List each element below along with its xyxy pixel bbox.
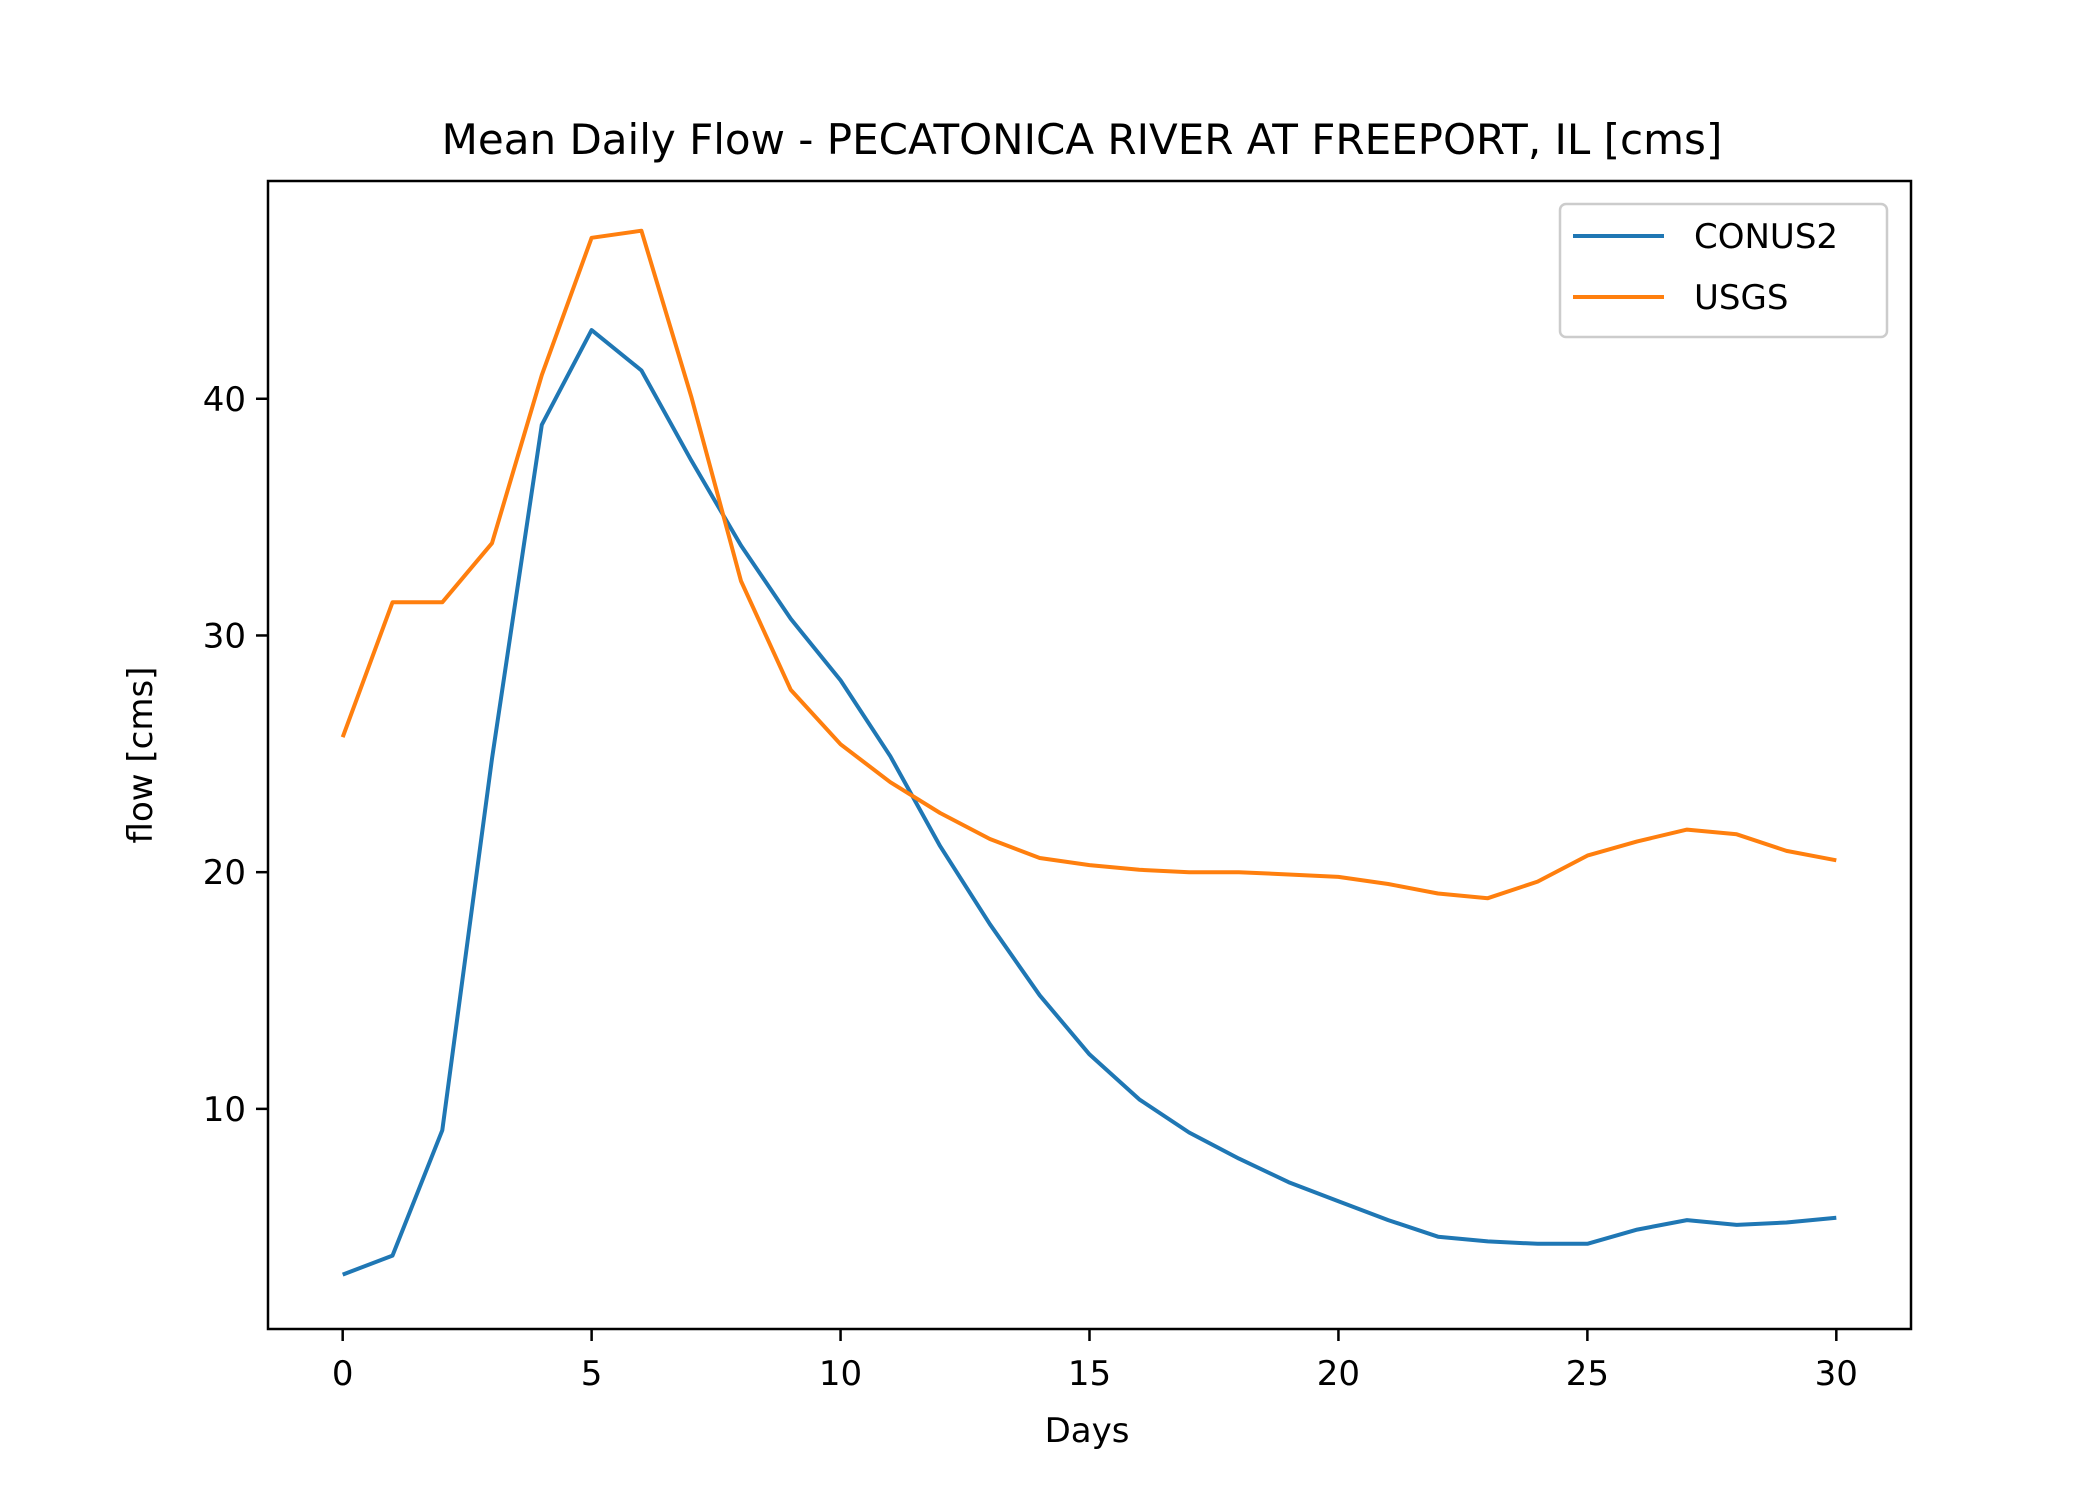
data-point-usgs: [691, 396, 692, 397]
data-point-usgs: [1537, 881, 1538, 882]
data-point-usgs: [492, 543, 493, 544]
data-point-conus2: [1487, 1241, 1488, 1242]
data-point-usgs: [940, 813, 941, 814]
series-line-conus2: [341, 328, 1837, 1277]
x-tick-label: 20: [1317, 1354, 1360, 1394]
data-point-usgs: [1039, 858, 1040, 859]
x-tick-label: 30: [1815, 1354, 1858, 1394]
data-point-usgs: [541, 375, 542, 376]
y-tick-label: 20: [203, 853, 246, 893]
data-point-conus2: [989, 924, 990, 925]
data-point-conus2: [1836, 1217, 1837, 1218]
data-point-conus2: [1687, 1220, 1688, 1221]
data-point-conus2: [492, 758, 493, 759]
data-point-usgs: [1587, 855, 1588, 856]
data-point-conus2: [541, 424, 542, 425]
x-tick-label: 15: [1068, 1354, 1111, 1394]
data-point-usgs: [1487, 898, 1488, 899]
data-point-usgs: [1238, 872, 1239, 873]
y-tick-label: 30: [203, 616, 246, 656]
data-point-conus2: [1537, 1243, 1538, 1244]
data-point-conus2: [1039, 995, 1040, 996]
data-point-conus2: [840, 680, 841, 681]
data-point-conus2: [591, 330, 592, 331]
data-point-usgs: [989, 839, 990, 840]
chart-title: Mean Daily Flow - PECATONICA RIVER AT FR…: [442, 115, 1723, 164]
data-point-conus2: [342, 1274, 343, 1275]
series-line-usgs: [340, 228, 1837, 901]
y-axis-ticks: 10 20 30 40: [203, 380, 268, 1130]
data-point-conus2: [1587, 1243, 1588, 1244]
data-point-conus2: [1189, 1132, 1190, 1133]
data-point-usgs: [1288, 874, 1289, 875]
data-point-usgs: [1438, 893, 1439, 894]
plot-area-frame: [266, 179, 1913, 1331]
data-point-conus2: [1089, 1054, 1090, 1055]
data-point-conus2: [1438, 1236, 1439, 1237]
data-point-usgs: [1637, 841, 1638, 842]
data-point-usgs: [741, 581, 742, 582]
data-point-conus2: [1637, 1229, 1638, 1230]
data-point-conus2: [1786, 1222, 1787, 1223]
data-point-usgs: [1089, 865, 1090, 866]
data-point-usgs: [1139, 869, 1140, 870]
data-point-conus2: [442, 1130, 443, 1131]
data-point-usgs: [1338, 876, 1339, 877]
data-point-usgs: [840, 744, 841, 745]
x-axis-label: Days: [1045, 1411, 1130, 1451]
data-point-conus2: [940, 846, 941, 847]
y-tick-label: 10: [203, 1090, 246, 1130]
data-point-conus2: [1238, 1158, 1239, 1159]
data-point-conus2: [1338, 1201, 1339, 1202]
data-point-conus2: [1736, 1224, 1737, 1225]
data-point-usgs: [641, 230, 642, 231]
series-layer: [340, 228, 1837, 1277]
legend-label-conus2: CONUS2: [1694, 217, 1838, 257]
y-axis-label: flow [cms]: [121, 667, 161, 844]
data-point-usgs: [1388, 884, 1389, 885]
data-point-usgs: [1189, 872, 1190, 873]
data-point-usgs: [1786, 850, 1787, 851]
y-tick-label: 40: [203, 380, 246, 420]
x-tick-label: 0: [332, 1354, 354, 1394]
x-tick-label: 10: [819, 1354, 862, 1394]
data-point-usgs: [442, 602, 443, 603]
legend: CONUS2 USGS: [1558, 202, 1889, 339]
x-tick-label: 5: [581, 1354, 603, 1394]
data-point-conus2: [1139, 1099, 1140, 1100]
data-point-usgs: [591, 237, 592, 238]
data-point-usgs: [890, 782, 891, 783]
data-point-conus2: [691, 460, 692, 461]
data-point-conus2: [392, 1255, 393, 1256]
data-point-usgs: [1736, 834, 1737, 835]
data-point-conus2: [1388, 1220, 1389, 1221]
data-point-conus2: [641, 370, 642, 371]
data-point-usgs: [790, 689, 791, 690]
data-point-conus2: [1288, 1182, 1289, 1183]
data-point-usgs: [342, 737, 343, 738]
data-point-usgs: [1687, 829, 1688, 830]
data-point-conus2: [790, 618, 791, 619]
x-tick-label: 25: [1566, 1354, 1609, 1394]
legend-label-usgs: USGS: [1694, 278, 1788, 318]
data-point-usgs: [392, 602, 393, 603]
data-point-usgs: [1836, 860, 1837, 861]
data-point-conus2: [741, 545, 742, 546]
data-point-conus2: [890, 756, 891, 757]
x-axis-ticks: 0 5 10 15 20 25 30: [332, 1329, 1858, 1394]
